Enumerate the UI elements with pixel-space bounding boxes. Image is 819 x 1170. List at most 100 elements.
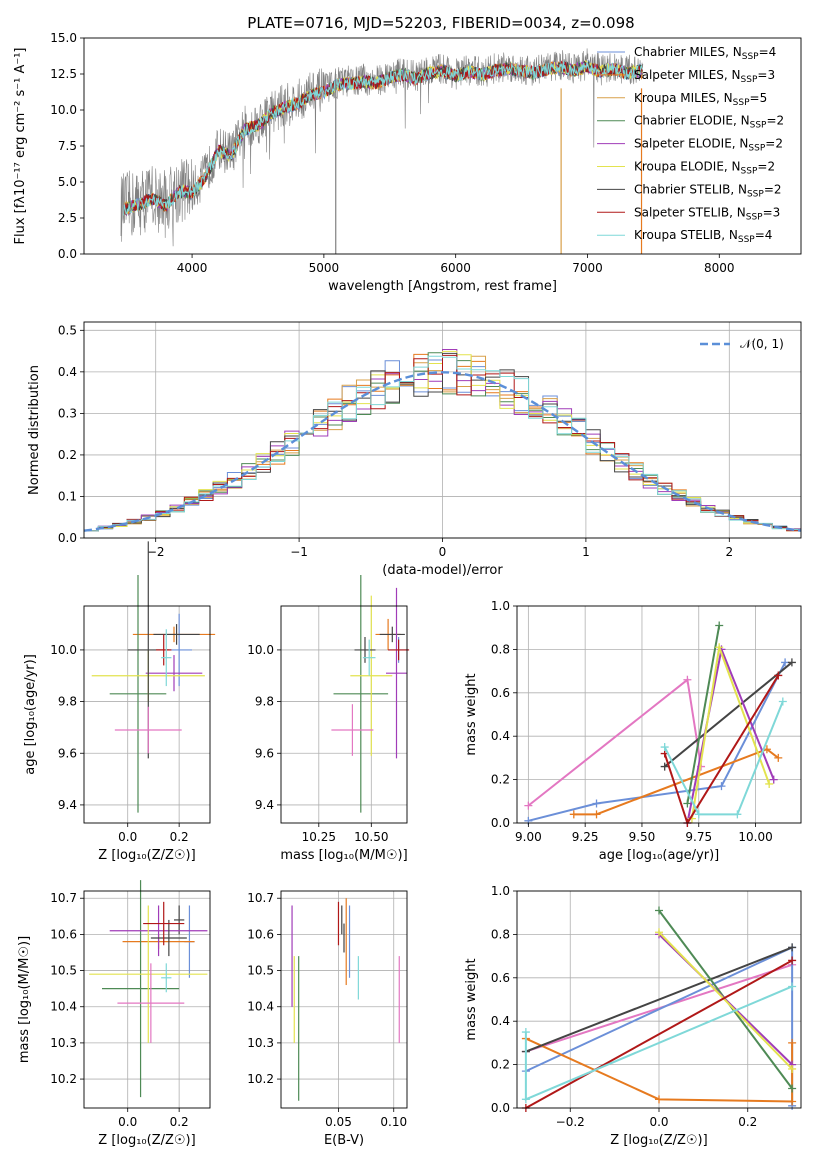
y-tick-label: 2.5 <box>58 211 77 225</box>
y-tick-label: 0.8 <box>491 927 510 941</box>
weight-marker <box>655 928 663 937</box>
weight-marker <box>778 697 787 706</box>
legend-label-subscript: SSP <box>738 235 755 245</box>
weight-line <box>528 661 786 822</box>
weight-marker <box>524 801 533 810</box>
x-tick-label: 0.10 <box>380 1115 407 1129</box>
legend-label-text: Salpeter ELODIE, N <box>634 137 748 151</box>
y-axis-label: age [log₁₀(age/yr)] <box>23 654 38 775</box>
y-tick-label: 0.1 <box>58 489 77 503</box>
legend-label-text: Salpeter STELIB, N <box>634 205 746 219</box>
y-tick-label: 10.2 <box>247 1072 274 1086</box>
weight-marker <box>769 775 778 784</box>
weight-marker <box>655 1095 663 1104</box>
panel-weight_vs_age: 9.00 9.25 9.50 9.75 10.00 0.0 0.2 0.4 0.6 0.8 1.0 a… <box>464 599 802 863</box>
plot-area-age_vs_Z <box>91 541 216 813</box>
legend-label-suffix: =2 <box>764 182 782 196</box>
x-tick-label: 0.0 <box>118 830 137 844</box>
x-axis-label: wavelength [Angstrom, rest frame] <box>328 279 557 294</box>
x-tick-label: 10.50 <box>354 830 388 844</box>
weight-marker <box>569 810 578 819</box>
y-tick-label: 9.8 <box>255 695 274 709</box>
axes-frame <box>516 605 802 824</box>
x-axis-label: Z [log₁₀(Z/Z☉)] <box>98 1133 195 1148</box>
weight-marker <box>683 799 692 808</box>
plot-area-residuals <box>83 348 802 532</box>
legend-label-subscript: SSP <box>747 189 764 199</box>
weight-marker <box>660 762 669 771</box>
panel-mass_vs_Z: 0.0 0.2 10.2 10.3 10.4 10.5 10.6 10.7 Z [log₁₀(Z… <box>17 880 211 1148</box>
weight-line <box>663 701 784 816</box>
y-tick-label: 10.0 <box>247 643 274 657</box>
y-tick-label: 10.4 <box>50 1000 77 1014</box>
weight-marker <box>788 956 797 965</box>
weight-line <box>686 625 721 804</box>
axes-frame <box>516 890 802 1109</box>
y-tick-label: 0.2 <box>58 448 77 462</box>
histogram-series <box>84 354 801 532</box>
weight-line <box>525 959 793 1109</box>
y-tick-label: 0.0 <box>491 1101 510 1115</box>
legend-label-text: Kroupa MILES, N <box>634 91 733 105</box>
y-tick-label: 9.8 <box>58 695 77 709</box>
legend-label-text: Chabrier STELIB, N <box>634 182 747 196</box>
x-tick-label: −1 <box>290 545 308 559</box>
x-axis-label: mass [log₁₀(M/M☉)] <box>280 848 407 863</box>
weight-marker <box>774 753 783 762</box>
weight-line <box>658 931 793 1070</box>
y-tick-label: 5.0 <box>58 175 77 189</box>
plot-area-age_vs_mass <box>331 575 410 813</box>
legend-label-suffix: =4 <box>755 228 773 242</box>
x-tick-label: 10.25 <box>302 830 336 844</box>
y-tick-label: 0.6 <box>491 971 510 985</box>
y-tick-label: 10.0 <box>50 643 77 657</box>
panel-spectrum: 4000 5000 6000 7000 8000 0.0 2.5 5.0 7.5 10.0 12.5… <box>13 31 802 294</box>
weight-marker <box>694 810 703 819</box>
x-tick-label: 0.0 <box>118 1115 137 1129</box>
weight-marker <box>683 675 692 684</box>
y-axis-label: Flux [fλ10⁻¹⁷ erg cm⁻² s⁻¹ A⁻¹] <box>13 48 28 245</box>
y-tick-label: 10.6 <box>50 927 77 941</box>
y-tick-label: 0.2 <box>491 1058 510 1072</box>
y-tick-label: 0.0 <box>58 247 77 261</box>
legend-label-subscript: SSP <box>741 167 758 177</box>
y-axis-label: mass weight <box>464 958 479 1040</box>
x-tick-label: 8000 <box>704 261 735 275</box>
legend-label: Chabrier STELIB, NSSP=2 <box>634 182 782 199</box>
legend-label-subscript: SSP <box>741 75 758 85</box>
y-tick-label: 12.5 <box>50 67 77 81</box>
weight-marker <box>788 1097 797 1106</box>
y-tick-label: 0.5 <box>58 323 77 337</box>
plot-area-spectrum <box>120 48 644 254</box>
x-tick-label: 2 <box>725 545 733 559</box>
panel-age_vs_mass: 10.25 10.50 9.4 9.6 9.8 10.0 mass [log₁₀(M/M☉)… <box>247 575 410 863</box>
legend-label-suffix: =5 <box>750 91 768 105</box>
plot-area-mass_vs_Z <box>89 880 208 1098</box>
y-tick-label: 9.6 <box>255 746 274 760</box>
panel-age_vs_Z: 0.0 0.2 9.4 9.6 9.8 10.0 Z [log₁₀(Z/Z☉)] age [l… <box>23 541 216 863</box>
legend-label-text: Chabrier ELODIE, N <box>634 114 750 128</box>
legend-label-text: Kroupa ELODIE, N <box>634 160 741 174</box>
plot-area-weight_vs_Z <box>521 906 797 1112</box>
weight-marker <box>715 643 724 652</box>
x-tick-label: 5000 <box>309 261 340 275</box>
legend-label: Salpeter ELODIE, NSSP=2 <box>634 137 783 154</box>
legend-label-subscript: SSP <box>742 52 759 62</box>
legend-label-subscript: SSP <box>733 98 750 108</box>
x-tick-label: 6000 <box>440 261 471 275</box>
y-tick-label: 9.4 <box>255 798 274 812</box>
y-tick-label: 0.0 <box>58 531 77 545</box>
y-tick-label: 9.6 <box>58 746 77 760</box>
y-tick-label: 10.3 <box>50 1036 77 1050</box>
legend-label-suffix: =4 <box>759 45 777 59</box>
x-tick-label: 9.25 <box>572 830 599 844</box>
x-tick-label: 0.2 <box>738 1115 757 1129</box>
legend-label-text: Chabrier MILES, N <box>634 45 742 59</box>
y-tick-label: 0.6 <box>491 686 510 700</box>
weight-marker <box>521 1095 530 1104</box>
weight-marker <box>787 658 796 667</box>
x-tick-label: 9.50 <box>629 830 656 844</box>
x-tick-label: 9.00 <box>515 830 542 844</box>
weight-marker <box>774 671 783 680</box>
